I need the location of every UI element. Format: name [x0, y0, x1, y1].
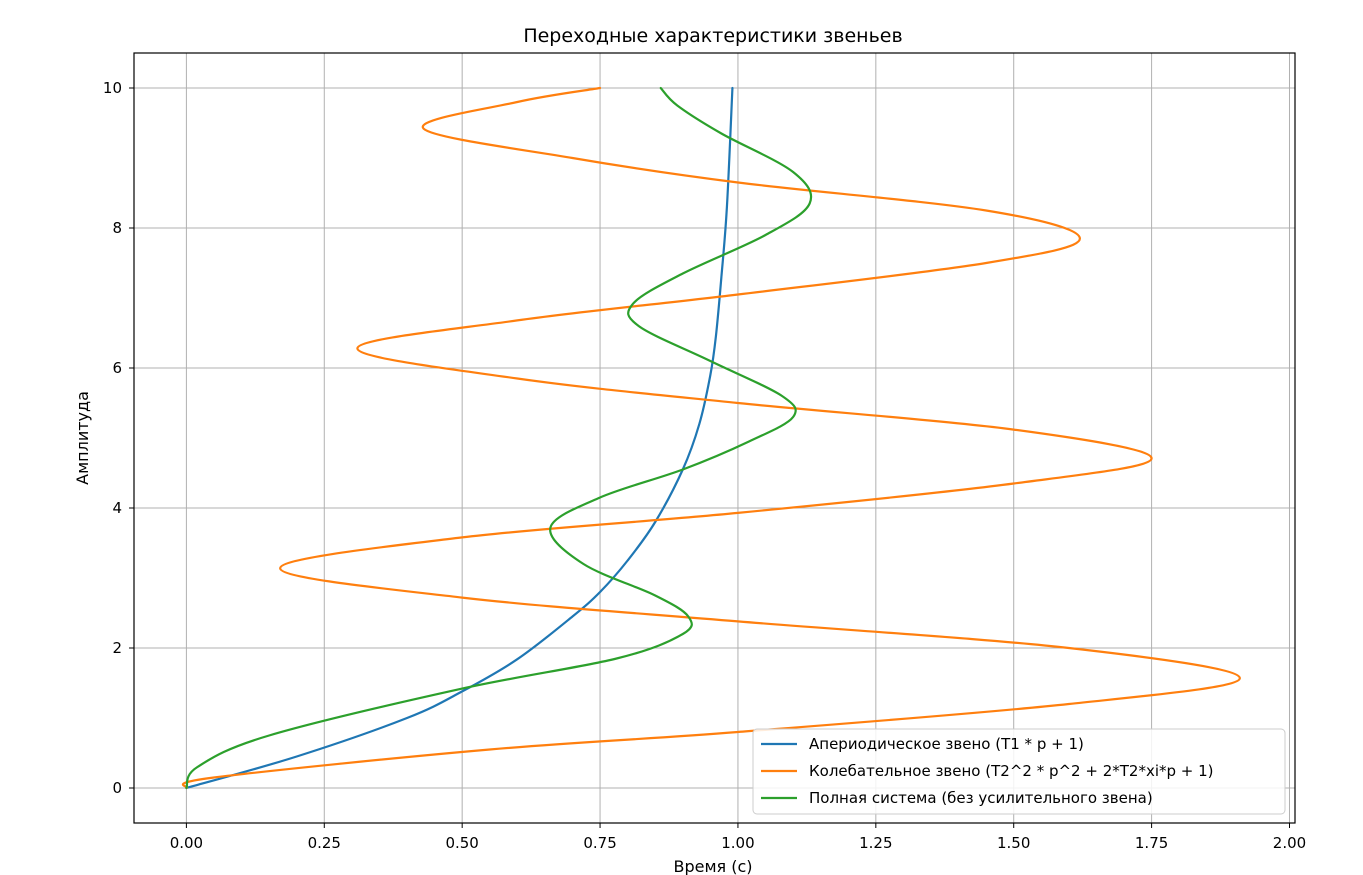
y-tick-label: 10 — [103, 79, 122, 97]
x-tick-label: 1.50 — [997, 834, 1030, 852]
x-tick-label: 2.00 — [1273, 834, 1306, 852]
series-line-full-system — [185, 86, 813, 790]
x-tick-label: 1.75 — [1135, 834, 1168, 852]
x-tick-label: 1.25 — [859, 834, 892, 852]
y-tick-label: 2 — [112, 639, 122, 657]
series-line-oscillatory-link — [181, 86, 1241, 790]
y-tick-label: 0 — [112, 779, 122, 797]
y-tick-label: 4 — [112, 499, 122, 517]
legend-label-full-system: Полная система (без усилительного звена) — [809, 789, 1153, 807]
y-tick-label: 8 — [112, 219, 122, 237]
x-tick-label: 0.50 — [445, 834, 478, 852]
legend-label-oscillatory-link: Колебательное звено (T2^2 * p^2 + 2*T2*x… — [809, 762, 1214, 780]
plot-frame — [133, 52, 1296, 824]
x-tick-label: 0.00 — [170, 834, 203, 852]
x-axis-label: Время (с) — [673, 857, 752, 875]
y-tick-label: 6 — [112, 359, 122, 377]
x-tick-label: 0.75 — [583, 834, 616, 852]
series-layer — [181, 86, 1241, 790]
legend: Апериодическое звено (T1 * p + 1) Колебат… — [752, 728, 1286, 815]
x-axis-ticks: 0.00 0.25 0.50 0.75 1.00 1.25 1.50 1.75 2.00 — [170, 823, 1306, 852]
x-tick-label: 1.00 — [721, 834, 754, 852]
x-tick-label: 0.25 — [308, 834, 341, 852]
y-axis-label: Амплитуда — [73, 391, 92, 485]
y-axis-ticks: 0 2 4 6 8 10 — [103, 79, 134, 797]
chart-title: Переходные характеристики звеньев — [523, 25, 902, 47]
legend-label-aperiodic-link: Апериодическое звено (T1 * p + 1) — [809, 735, 1084, 753]
legend-box — [752, 728, 1286, 815]
series-line-aperiodic-link — [185, 86, 734, 790]
